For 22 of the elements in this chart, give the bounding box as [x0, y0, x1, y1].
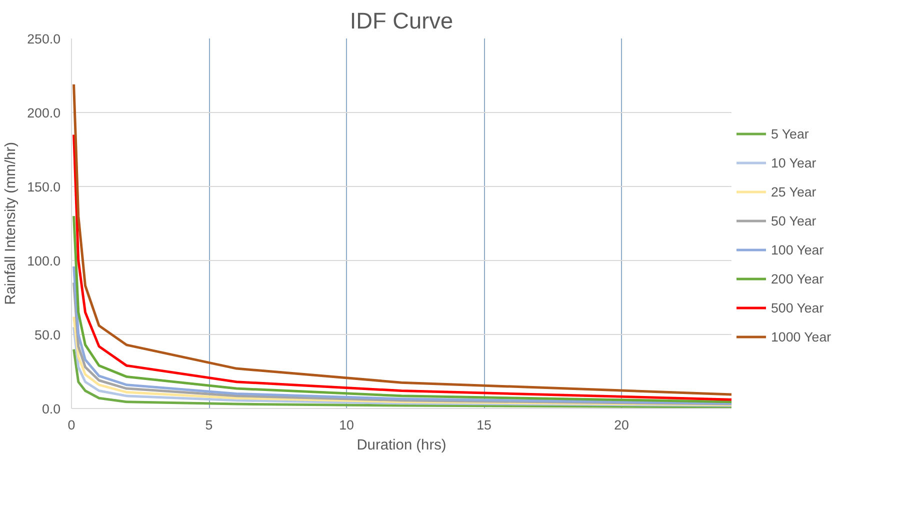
x-tick-label: 15 — [476, 418, 492, 432]
legend-label: 1000 Year — [771, 329, 832, 344]
legend-label: 5 Year — [771, 126, 809, 141]
y-axis-title: Rainfall Intensity (mm/hr) — [3, 142, 20, 305]
chart-title: IDF Curve — [350, 8, 454, 34]
y-tick-label: 100.0 — [27, 254, 61, 268]
x-axis-title: Duration (hrs) — [356, 438, 446, 454]
legend-label: 100 Year — [771, 242, 824, 257]
x-tick-label: 0 — [68, 418, 76, 432]
y-tick-label: 50.0 — [34, 328, 61, 342]
y-tick-label: 200.0 — [27, 106, 61, 120]
legend-label: 10 Year — [771, 155, 816, 170]
legend-label: 25 Year — [771, 184, 816, 199]
legend-label: 50 Year — [771, 213, 816, 228]
legend-label: 500 Year — [771, 300, 824, 315]
x-tick-label: 10 — [339, 418, 354, 432]
y-tick-label: 0.0 — [42, 402, 61, 416]
y-tick-label: 250.0 — [27, 32, 61, 46]
y-tick-label: 150.0 — [27, 180, 61, 194]
legend-label: 200 Year — [771, 271, 824, 286]
x-tick-label: 5 — [205, 418, 213, 432]
x-tick-label: 20 — [614, 418, 629, 432]
